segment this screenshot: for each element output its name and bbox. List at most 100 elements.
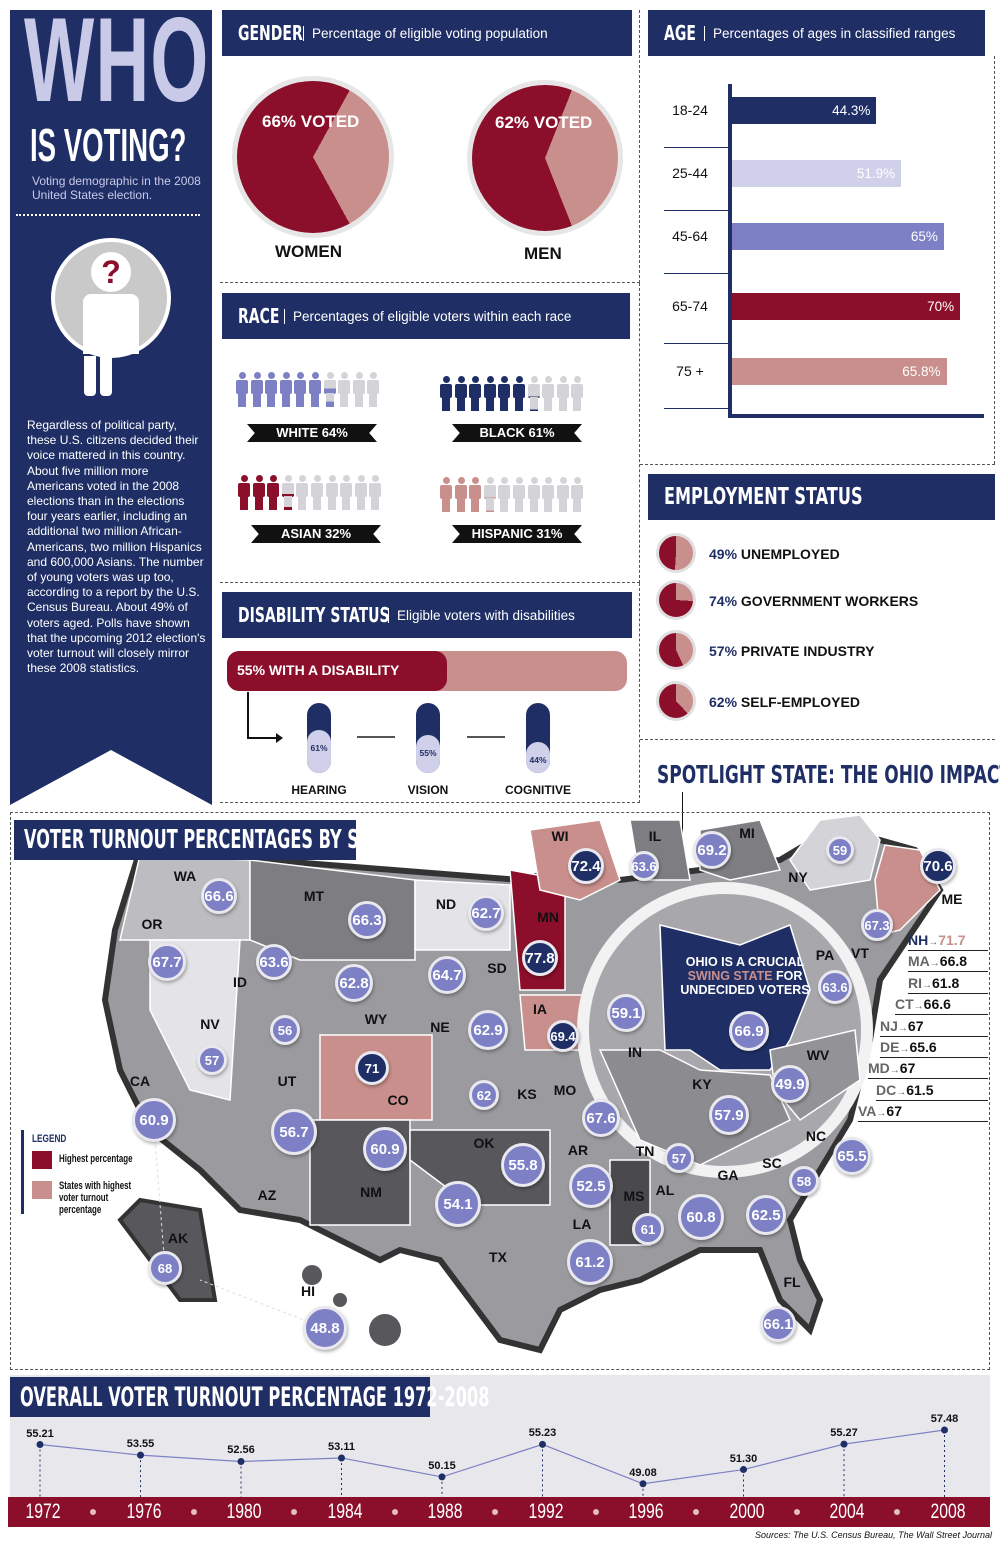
pill-fill xyxy=(526,742,550,773)
disability-label-2: COGNITIVE xyxy=(504,783,571,797)
state-label-me: ME xyxy=(941,891,963,907)
state-bubble-ky: 57.9 xyxy=(709,1095,749,1135)
state-bubble-ut: 56 xyxy=(270,1015,300,1045)
northeast-item-nj: NJ→67 xyxy=(880,1016,988,1037)
person-icon xyxy=(469,477,482,513)
disability-pill-2: 44% xyxy=(526,703,550,773)
state-value: 66.8 xyxy=(939,953,968,970)
race-label-1: BLACK 61% xyxy=(452,424,582,442)
pill-pct-2: 44% xyxy=(529,755,547,766)
state-bubble-il: 63.6 xyxy=(629,851,659,881)
employment-header: EMPLOYMENT STATUS xyxy=(648,474,995,520)
state-abbr: VA xyxy=(858,1103,877,1120)
state-bubble-ak: 68 xyxy=(148,1251,182,1285)
state-label-nd: ND xyxy=(435,896,457,912)
person-icon xyxy=(527,477,540,513)
ohio-callout: OHIO IS A CRUCIAL SWING STATE FOR UNDECI… xyxy=(675,955,815,997)
ohio-shape xyxy=(659,924,811,1071)
state-bubble-la: 61.2 xyxy=(567,1239,613,1285)
employment-label: GOVERNMENT WORKERS xyxy=(740,593,919,609)
state-label-co: CO xyxy=(387,1092,409,1108)
person-icon xyxy=(279,372,292,408)
disability-label-0: HEARING xyxy=(291,783,347,797)
person-icon xyxy=(238,475,250,511)
data-point xyxy=(338,1454,345,1462)
state-label-ut: UT xyxy=(277,1073,297,1089)
data-label-1972: 55.21 xyxy=(26,1427,54,1440)
state-bubble-wi: 72.4 xyxy=(568,848,604,884)
spotlight-title: SPOTLIGHT STATE: THE OHIO IMPACT xyxy=(657,760,1000,789)
divider xyxy=(16,214,200,216)
state-label-mi: MI xyxy=(739,825,755,841)
disability-label-1: VISION xyxy=(407,783,449,797)
state-bubble-ia: 69.4 xyxy=(547,1020,579,1052)
person-icon xyxy=(513,477,525,513)
ohio-callout-highlight: SWING STATE xyxy=(687,969,773,983)
state-label-ga: GA xyxy=(717,1167,739,1183)
state-label-hi: HI xyxy=(301,1283,315,1299)
data-label-1988: 50.15 xyxy=(428,1459,456,1472)
year-separator xyxy=(693,1509,699,1515)
state-label-ny: NY xyxy=(788,869,808,885)
arrow-icon: → xyxy=(896,1086,907,1098)
year-separator xyxy=(190,1509,197,1515)
arrow-icon: → xyxy=(929,958,940,970)
state-label-id: ID xyxy=(233,974,247,990)
state-bubble-fl: 66.1 xyxy=(760,1306,796,1342)
person-icon xyxy=(483,477,496,513)
person-icon xyxy=(556,477,569,513)
person-icon xyxy=(440,477,452,513)
employment-item-1: 74% GOVERNMENT WORKERS xyxy=(709,593,918,609)
northeast-item-de: DE→65.6 xyxy=(880,1037,988,1058)
state-label-wi: WI xyxy=(551,828,569,844)
state-bubble-mo: 67.6 xyxy=(582,1099,620,1137)
person-icon xyxy=(352,372,365,408)
person-icon xyxy=(294,372,307,408)
arrow-icon xyxy=(276,733,283,743)
state-bubble-ok: 55.8 xyxy=(501,1143,545,1187)
arrow-icon: → xyxy=(928,937,939,948)
person-icon xyxy=(513,376,525,412)
age-bar-3: 70% xyxy=(732,293,961,320)
data-label-1992: 55.23 xyxy=(528,1427,557,1440)
race-label-3: HISPANIC 31% xyxy=(452,525,582,543)
state-label-vt: VT xyxy=(851,945,869,961)
person-icon xyxy=(325,475,338,511)
sources: Sources: The U.S. Census Bureau, The Wal… xyxy=(755,1530,992,1540)
disability-header: DISABILITY STATUS Eligible voters with d… xyxy=(222,592,632,638)
state-abbr: RI xyxy=(908,974,922,991)
state-label-la: LA xyxy=(572,1216,592,1232)
person-icon xyxy=(265,372,278,408)
year-label-1984: 1984 xyxy=(326,1500,363,1523)
year-label-1980: 1980 xyxy=(226,1500,262,1523)
state-label-al: AL xyxy=(655,1182,675,1198)
disability-pill-1: 55% xyxy=(416,703,440,773)
employment-item-3: 62% SELF-EMPLOYED xyxy=(709,694,860,710)
arrow-icon: → xyxy=(922,979,932,991)
arrow-icon: → xyxy=(897,1022,908,1034)
person-icon xyxy=(498,376,511,412)
turnout-line xyxy=(39,1429,945,1485)
state-bubble-mt: 66.3 xyxy=(348,901,386,939)
state-value: 67 xyxy=(886,1103,902,1120)
year-separator xyxy=(793,1509,800,1515)
state-label-ca: CA xyxy=(129,1073,151,1089)
year-separator xyxy=(391,1509,398,1515)
state-bubble-al: 60.8 xyxy=(678,1194,724,1240)
employment-item-2: 57% PRIVATE INDUSTRY xyxy=(709,643,874,659)
data-label-2004: 55.27 xyxy=(830,1427,858,1440)
state-label-ar: AR xyxy=(567,1142,589,1158)
state-value: 61.8 xyxy=(932,974,960,991)
disability-pill-0: 61% xyxy=(307,703,331,773)
age-tick xyxy=(664,147,728,148)
legend-swatch-states xyxy=(32,1181,52,1199)
age-label-4: 75 + xyxy=(676,363,704,379)
state-bubble-az: 56.7 xyxy=(271,1109,317,1155)
employment-pie-0 xyxy=(656,533,696,573)
state-bubble-wy: 62.8 xyxy=(335,964,373,1002)
state-bubble-tx: 54.1 xyxy=(435,1181,481,1227)
state-value: 67 xyxy=(899,1060,916,1077)
state-label-ne: NE xyxy=(430,1019,450,1035)
state-label-tx: TX xyxy=(489,1249,507,1265)
employment-pct: 57% xyxy=(709,643,738,659)
